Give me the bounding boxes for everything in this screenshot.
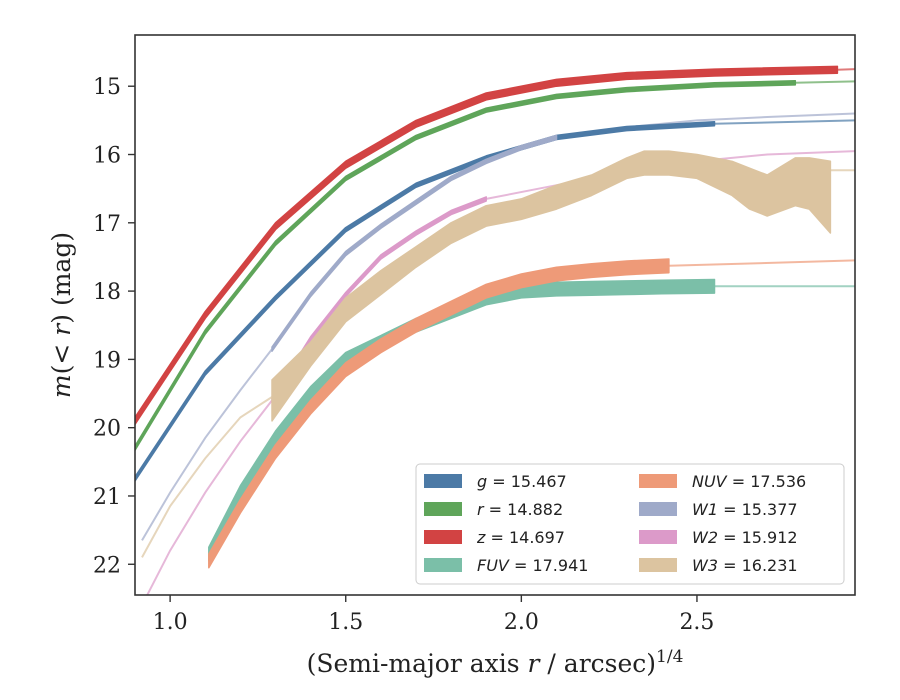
- y-tick-label: 20: [93, 417, 121, 442]
- legend-label: r = 14.882: [477, 500, 563, 519]
- legend-box: [415, 463, 845, 585]
- legend-label: FUV = 17.941: [477, 556, 588, 575]
- legend-item-z: z = 14.697: [424, 528, 565, 547]
- series-w2-inner-line: [146, 399, 273, 595]
- series-w3-inner-line: [141, 396, 273, 558]
- y-tick-label: 18: [93, 280, 121, 305]
- legend-label: W2 = 15.912: [692, 528, 798, 547]
- legend-swatch: [639, 474, 677, 488]
- legend-item-w2: W2 = 15.912: [639, 528, 798, 547]
- y-tick-label: 16: [93, 144, 121, 169]
- legend-label: NUV = 17.536: [692, 472, 806, 491]
- series-z-band: [135, 65, 839, 426]
- y-axis: 15 16 17 18 19 20 21 22: [93, 75, 135, 578]
- plot-area: [135, 65, 855, 595]
- legend-label: W3 = 16.231: [692, 556, 798, 575]
- legend-label: W1 = 15.377: [692, 500, 798, 519]
- x-axis-label: (Semi-major axis r / arcsec)1/4: [307, 647, 684, 678]
- x-tick-label: 2.5: [679, 610, 714, 635]
- legend-swatch: [424, 558, 462, 572]
- legend-swatch: [639, 502, 677, 516]
- legend-swatch: [639, 530, 677, 544]
- legend-item-g: g = 15.467: [424, 472, 567, 491]
- legend-swatch: [424, 502, 462, 516]
- plot-frame: [134, 34, 856, 596]
- legend-item-w1: W1 = 15.377: [639, 500, 798, 519]
- series-g-band: [135, 120, 716, 482]
- y-tick-label: 22: [93, 553, 121, 578]
- legend-item-w3: W3 = 16.231: [639, 556, 798, 575]
- series-w1-inner-line: [141, 348, 273, 541]
- x-tick-label: 2.0: [504, 610, 539, 635]
- series-nuv-band: [208, 258, 670, 569]
- legend: g = 15.467 r = 14.882 z = 14.697 FUV = 17.9…: [415, 463, 845, 585]
- y-tick-label: 15: [93, 75, 121, 100]
- series-r-band: [135, 80, 797, 451]
- y-axis-label: m(< r) (mag): [47, 232, 76, 398]
- legend-swatch: [639, 558, 677, 572]
- legend-item-nuv: NUV = 17.536: [639, 472, 806, 491]
- x-tick-label: 1.5: [328, 610, 363, 635]
- legend-label: z = 14.697: [476, 528, 565, 547]
- x-axis: 1.0 1.5 2.0 2.5: [153, 595, 714, 635]
- legend-swatch: [424, 474, 462, 488]
- series-w2-band: [271, 196, 487, 404]
- legend-item-fuv: FUV = 17.941: [424, 556, 588, 575]
- legend-swatch: [424, 530, 462, 544]
- y-tick-label: 17: [93, 212, 121, 237]
- series-w3-band: [271, 150, 832, 422]
- series-g-outer-line: [714, 119, 855, 125]
- legend-item-r: r = 14.882: [424, 500, 563, 519]
- data-bands: [135, 65, 839, 569]
- series-nuv-outer-line: [668, 259, 855, 267]
- series-r-outer-line: [795, 80, 855, 84]
- y-tick-label: 19: [93, 348, 121, 373]
- series-z-outer-line: [837, 68, 855, 71]
- y-tick-label: 21: [93, 485, 121, 510]
- x-tick-label: 1.0: [153, 610, 188, 635]
- series-w1-band: [271, 134, 558, 352]
- legend-label: g = 15.467: [477, 472, 567, 491]
